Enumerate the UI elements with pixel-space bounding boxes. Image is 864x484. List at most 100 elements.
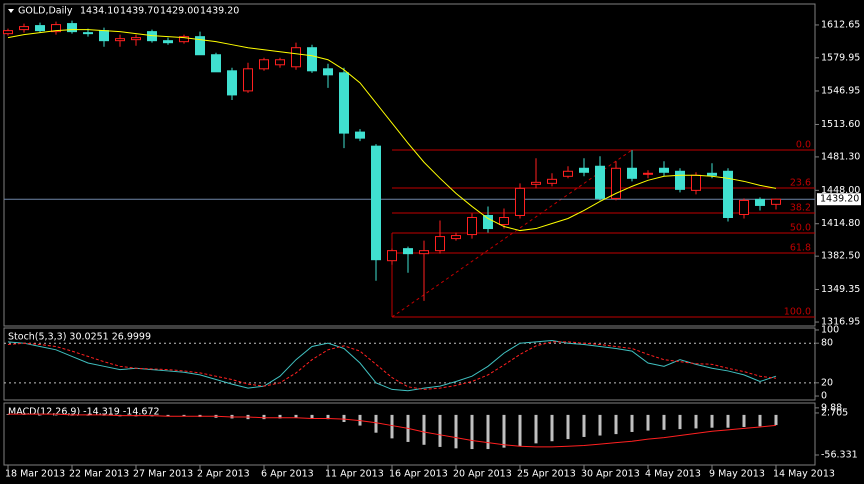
y-tick-label: 1448.00: [821, 185, 860, 196]
symbol-title: GOLD,Daily: [18, 6, 73, 17]
x-tick-label: 18 Mar 2013: [5, 469, 65, 480]
macd-bar: [294, 414, 298, 418]
macd-bar: [678, 414, 682, 430]
macd-title: MACD(12,26,9) -14.319 -14.672: [8, 407, 160, 418]
y-tick-label: 1349.35: [821, 284, 860, 295]
fib-label: 50.0: [790, 222, 811, 233]
header-high: 1439.70: [120, 6, 159, 17]
y-tick-label: 1546.95: [821, 85, 860, 96]
candle-body: [435, 236, 445, 252]
x-tick-label: 27 Mar 2013: [133, 469, 193, 480]
macd-bar: [694, 414, 698, 429]
indicator-line: [7, 341, 777, 390]
candle-body: [771, 198, 781, 205]
candle-body: [627, 167, 637, 179]
macd-bar: [518, 414, 522, 447]
candle-body: [35, 25, 45, 32]
candle-body: [19, 26, 29, 31]
fib-trend: [391, 149, 633, 318]
macd-signal: [8, 413, 777, 448]
macd-bar: [646, 414, 650, 431]
candle-body: [659, 167, 669, 173]
macd-bar: [550, 414, 554, 442]
x-tick-label: 2 Apr 2013: [197, 469, 250, 480]
y-tick-label: 1579.95: [821, 52, 860, 63]
x-tick-label: 9 May 2013: [709, 469, 765, 480]
macd-bar: [182, 414, 186, 417]
macd-bar: [534, 414, 538, 444]
macd-bar: [278, 414, 282, 419]
macd-bar: [326, 414, 330, 420]
macd-bar: [454, 414, 458, 449]
candle-body: [99, 30, 109, 42]
y-tick-label: 100: [821, 324, 839, 335]
menu-arrow[interactable]: [8, 9, 14, 13]
macd-bar: [662, 414, 666, 430]
candle-body: [339, 72, 349, 134]
candle-body: [579, 167, 589, 173]
candle-body: [3, 30, 13, 35]
candle-body: [323, 68, 333, 76]
macd-bar: [438, 414, 442, 447]
y-tick-label: 80: [821, 338, 833, 349]
candle-body: [355, 131, 365, 139]
candle-body: [611, 167, 621, 199]
macd-bar: [726, 414, 730, 428]
macd-bar: [310, 414, 314, 419]
candle-body: [243, 68, 253, 92]
candle-body: [531, 181, 541, 185]
macd-bar: [342, 414, 346, 423]
candle-body: [371, 145, 381, 261]
candle-body: [291, 47, 301, 68]
candle-body: [499, 216, 509, 226]
candle-body: [515, 187, 525, 216]
main-panel: [3, 3, 816, 327]
y-tick-label: 0: [821, 391, 827, 402]
candle-body: [643, 172, 653, 175]
macd-bar: [502, 414, 506, 448]
macd-bar: [582, 414, 586, 437]
macd-bar: [710, 414, 714, 428]
header-open: 1434.10: [80, 6, 119, 17]
x-tick-label: 11 Apr 2013: [325, 469, 384, 480]
candle-body: [115, 38, 125, 42]
y-tick-label: 9.88: [821, 402, 842, 413]
macd-bar: [166, 414, 170, 417]
fib-label: 0.0: [796, 139, 811, 150]
candle-body: [307, 47, 317, 72]
candle-body: [211, 54, 221, 73]
x-tick-label: 25 Apr 2013: [517, 469, 576, 480]
candle-body: [451, 235, 461, 240]
x-tick-label: 6 Apr 2013: [261, 469, 314, 480]
stoch-panel: [3, 327, 816, 401]
macd-bar: [54, 414, 58, 416]
candle-body: [547, 178, 557, 184]
y-tick-label: 1481.30: [821, 151, 860, 162]
macd-bar: [774, 414, 778, 426]
candle-body: [483, 214, 493, 230]
x-tick-label: 14 May 2013: [773, 469, 835, 480]
y-tick-label: 1316.95: [821, 317, 860, 328]
x-tick-label: 20 Apr 2013: [453, 469, 512, 480]
candle-body: [403, 248, 413, 255]
x-tick-label: 16 Apr 2013: [389, 469, 448, 480]
macd-bar: [758, 414, 762, 427]
fib-label: 100.0: [784, 307, 811, 318]
candle-body: [707, 172, 717, 176]
x-tick-label: 4 May 2013: [645, 469, 701, 480]
candle-body: [51, 24, 61, 33]
x-tick-label: 22 Mar 2013: [69, 469, 129, 480]
fib-label: 38.2: [790, 202, 811, 213]
candle-body: [755, 198, 765, 206]
candle-body: [419, 250, 429, 255]
macd-bar: [38, 414, 42, 416]
y-tick-label: 1612.65: [821, 19, 860, 30]
candle-body: [563, 170, 573, 177]
candle-body: [595, 165, 605, 199]
candle-body: [675, 170, 685, 190]
y-tick-label: 1513.60: [821, 119, 860, 130]
y-tick-label: 1382.50: [821, 251, 860, 262]
y-tick-label: 20: [821, 377, 833, 388]
fib-label: 23.6: [790, 177, 811, 188]
